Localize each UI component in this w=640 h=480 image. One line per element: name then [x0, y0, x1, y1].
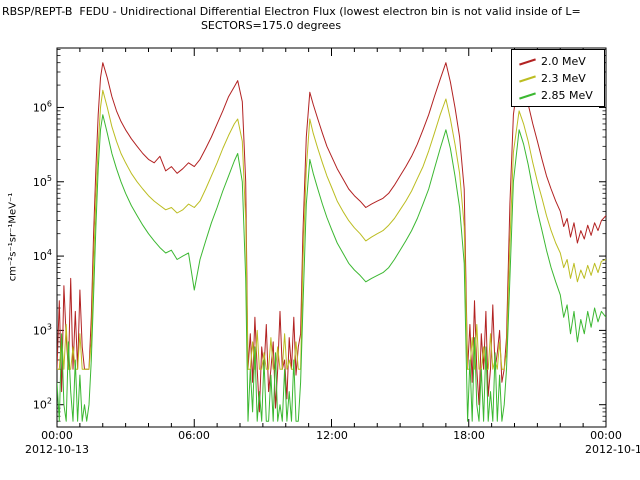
legend-line-icon	[519, 91, 536, 100]
y-tick-label: 102	[33, 397, 52, 412]
legend-label: 2.3 MeV	[541, 72, 586, 85]
series-line-2.3-mev	[57, 89, 606, 370]
series-line-2.0-mev	[57, 62, 606, 413]
x-tick-label-0600: 06:00	[178, 429, 210, 442]
x-axis-date-left: 2012-10-13	[25, 443, 89, 456]
legend: 2.0 MeV 2.3 MeV 2.85 MeV	[511, 49, 605, 107]
legend-entry-2-85mev: 2.85 MeV	[512, 87, 604, 104]
y-tick-label: 105	[33, 174, 52, 189]
series-group	[57, 62, 606, 422]
chart-subtitle: SECTORS=175.0 degrees	[200, 19, 342, 32]
legend-line-icon	[519, 57, 536, 66]
x-tick-label-1200: 12:00	[316, 429, 348, 442]
legend-line-icon	[519, 74, 536, 83]
y-tick-label: 106	[33, 99, 52, 114]
legend-label: 2.85 MeV	[541, 89, 593, 102]
x-axis-date-right: 2012-10-14	[585, 443, 640, 456]
legend-entry-2-0mev: 2.0 MeV	[512, 53, 604, 70]
y-axis-label: cm⁻²s⁻¹sr⁻¹MeV⁻¹	[7, 192, 19, 282]
series-line-2.85-mev	[57, 114, 606, 422]
chart-title: RBSP/REPT-B FEDU - Unidirectional Differ…	[2, 5, 581, 18]
y-tick-label: 104	[33, 248, 52, 263]
x-tick-label-0000b: 00:00	[590, 429, 622, 442]
legend-entry-2-3mev: 2.3 MeV	[512, 70, 604, 87]
legend-label: 2.0 MeV	[541, 55, 586, 68]
x-tick-label-0000a: 00:00	[41, 429, 73, 442]
y-tick-label: 103	[33, 322, 52, 337]
x-tick-label-1800: 18:00	[453, 429, 485, 442]
